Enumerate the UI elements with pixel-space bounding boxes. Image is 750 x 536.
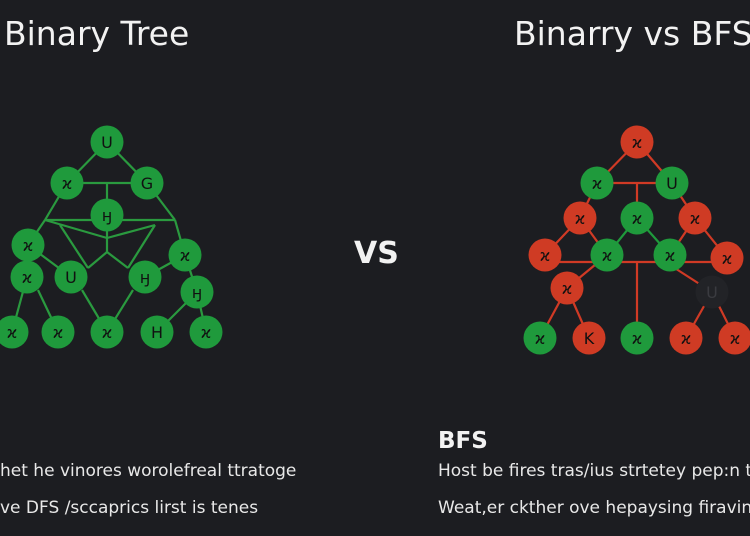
right-title: Binarry vs BFS bbox=[514, 14, 750, 53]
right-description-line-2: Weat,er ckther ove hepaysing firavine bbox=[438, 498, 750, 518]
left-tree-node-green bbox=[41, 315, 75, 349]
right-tree-node-label: ϰ bbox=[730, 329, 741, 348]
left-tree-node-green bbox=[90, 125, 124, 159]
left-title: Binary Tree bbox=[4, 14, 190, 53]
left-tree-edge bbox=[106, 251, 129, 269]
left-tree-node-green bbox=[180, 275, 214, 309]
right-tree-node-label: ϰ bbox=[575, 209, 586, 228]
left-description-line-2: ve DFS /sccaprics lirst is tenes bbox=[0, 498, 259, 518]
left-description-line-1: het he vinores worolefreal ttratoge bbox=[0, 461, 297, 481]
right-tree-node-label: ϰ bbox=[592, 174, 603, 193]
right-tree-node-label: ϰ bbox=[562, 279, 573, 298]
right-tree-node-label: ϰ bbox=[632, 329, 643, 348]
right-description-line-1: Host be fires tras/ius strtetey pep:n t bbox=[438, 461, 750, 481]
left-tree-node-label: ϰ bbox=[62, 174, 73, 193]
left-tree-node-green bbox=[0, 315, 29, 349]
right-tree-node-label: ϰ bbox=[722, 249, 733, 268]
left-tree-node-green bbox=[10, 260, 44, 294]
left-tree-node-green bbox=[189, 315, 223, 349]
left-tree-node-green bbox=[130, 166, 164, 200]
right-tree-node-green bbox=[620, 201, 654, 235]
left-tree-edge bbox=[59, 224, 89, 269]
left-tree-node-green bbox=[140, 315, 174, 349]
right-tree-node-red bbox=[528, 238, 562, 272]
left-tree-node-label: ϰ bbox=[180, 246, 191, 265]
right-tree-node-green bbox=[655, 166, 689, 200]
right-tree-node-label: U bbox=[666, 174, 678, 193]
right-tree-node-red bbox=[669, 321, 703, 355]
right-tree-node-label: ϰ bbox=[535, 329, 546, 348]
left-tree-node-label: ϰ bbox=[53, 323, 64, 342]
right-tree-node-dark bbox=[695, 275, 729, 309]
left-tree-node-label: ϰ bbox=[102, 323, 113, 342]
left-tree-node-label: U bbox=[101, 133, 113, 152]
right-tree-node-red bbox=[572, 321, 606, 355]
right-tree-node-label: ϰ bbox=[632, 209, 643, 228]
right-tree-node-green bbox=[653, 238, 687, 272]
left-tree-node-label: ӈ bbox=[102, 206, 113, 225]
right-tree-node-label: ϰ bbox=[690, 209, 701, 228]
vs-label: VS bbox=[354, 236, 399, 271]
left-tree-edge bbox=[106, 223, 156, 240]
left-tree-node-green bbox=[128, 260, 162, 294]
right-tree-node-red bbox=[678, 201, 712, 235]
left-tree-node-label: U bbox=[65, 268, 77, 287]
right-tree-node-green bbox=[590, 238, 624, 272]
right-tree-node-red bbox=[718, 321, 750, 355]
left-tree-node-label: ӈ bbox=[192, 283, 203, 302]
right-tree-node-green bbox=[523, 321, 557, 355]
right-tree-node-red bbox=[710, 241, 744, 275]
left-tree-node-green bbox=[168, 238, 202, 272]
left-tree-node-green bbox=[54, 260, 88, 294]
left-tree-node-green bbox=[50, 166, 84, 200]
left-tree-node-label: ϰ bbox=[201, 323, 212, 342]
right-tree-node-label: K bbox=[584, 329, 595, 348]
bfs-heading: BFS bbox=[438, 428, 488, 454]
left-tree-node-label: H bbox=[151, 323, 163, 342]
right-tree-node-label: ϰ bbox=[681, 329, 692, 348]
right-tree-node-red bbox=[620, 125, 654, 159]
left-tree-node-green bbox=[90, 198, 124, 232]
left-tree-node-label: ϰ bbox=[23, 236, 34, 255]
right-tree-node-label: ϰ bbox=[665, 246, 676, 265]
left-tree-node-label: ӈ bbox=[140, 268, 151, 287]
right-tree-node-green bbox=[620, 321, 654, 355]
right-tree-node-label: U bbox=[706, 283, 718, 302]
left-tree-node-green bbox=[90, 315, 124, 349]
left-tree-edge bbox=[44, 218, 108, 240]
left-tree-edge bbox=[87, 251, 108, 269]
left-tree-edge bbox=[127, 224, 156, 269]
right-tree-node-label: ϰ bbox=[632, 133, 643, 152]
right-tree-node-red bbox=[563, 201, 597, 235]
right-tree-node-label: ϰ bbox=[602, 246, 613, 265]
left-tree-node-label: ϰ bbox=[7, 323, 18, 342]
right-tree-node-label: ϰ bbox=[540, 246, 551, 265]
left-tree-node-label: G bbox=[141, 174, 153, 193]
right-tree-node-red bbox=[550, 271, 584, 305]
right-tree-node-green bbox=[580, 166, 614, 200]
left-tree-node-label: ϰ bbox=[22, 268, 33, 287]
left-tree-node-green bbox=[11, 228, 45, 262]
